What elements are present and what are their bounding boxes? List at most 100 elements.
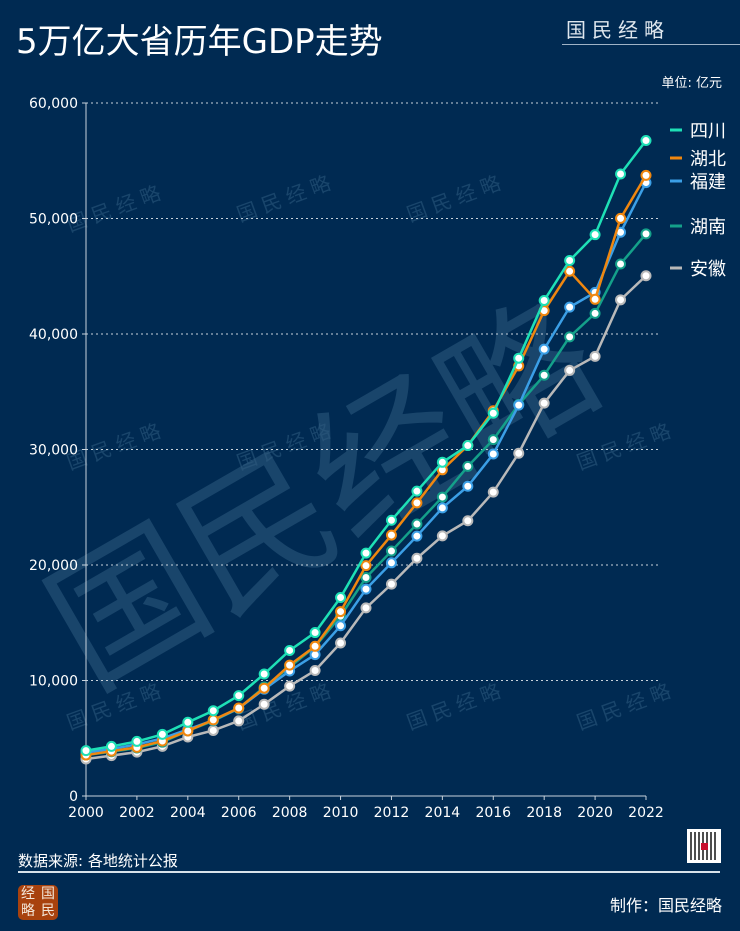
data-point xyxy=(385,545,397,557)
y-tick-label: 60,000 xyxy=(29,96,78,112)
data-point xyxy=(309,640,321,652)
x-tick-label: 2016 xyxy=(475,805,511,821)
data-point xyxy=(589,293,601,305)
data-point xyxy=(538,369,550,381)
y-tick-label: 30,000 xyxy=(29,443,78,459)
data-point xyxy=(385,557,397,569)
data-point xyxy=(131,735,143,747)
legend-label: 湖南 xyxy=(690,217,726,238)
data-point xyxy=(589,307,601,319)
qr-code xyxy=(687,829,721,863)
data-point xyxy=(360,547,372,559)
legend-label: 福建 xyxy=(690,172,726,193)
data-point xyxy=(513,399,525,411)
data-point xyxy=(360,572,372,584)
legend-label: 安徽 xyxy=(690,259,726,280)
data-point xyxy=(156,728,168,740)
data-point xyxy=(385,529,397,541)
data-point xyxy=(258,698,270,710)
gridlines xyxy=(86,102,658,681)
data-point xyxy=(436,491,448,503)
watermark-text: 国民经略 xyxy=(64,179,170,237)
data-point xyxy=(487,434,499,446)
x-tick-label: 2014 xyxy=(425,805,461,821)
data-point xyxy=(538,294,550,306)
data-point xyxy=(309,627,321,639)
data-point xyxy=(462,515,474,527)
data-point xyxy=(233,702,245,714)
x-tick-label: 2018 xyxy=(526,805,562,821)
watermark-text: 国民经略 xyxy=(64,417,170,475)
data-point xyxy=(462,460,474,472)
data-point xyxy=(284,659,296,671)
data-point xyxy=(284,680,296,692)
data-point xyxy=(487,448,499,460)
data-point xyxy=(411,485,423,497)
data-point xyxy=(335,592,347,604)
data-point xyxy=(487,407,499,419)
data-point xyxy=(640,135,652,147)
data-point xyxy=(411,552,423,564)
data-point xyxy=(436,456,448,468)
series-lines xyxy=(80,135,652,765)
data-point xyxy=(564,364,576,376)
y-tick-label: 40,000 xyxy=(29,327,78,343)
data-point xyxy=(513,352,525,364)
data-point xyxy=(385,578,397,590)
data-point xyxy=(411,497,423,509)
logo-char: 略 xyxy=(21,903,35,919)
y-tick-label: 0 xyxy=(69,789,78,805)
footer-divider xyxy=(18,871,720,873)
data-point xyxy=(615,294,627,306)
y-tick-label: 50,000 xyxy=(29,212,78,228)
series-安徽 xyxy=(80,270,652,765)
series-四川 xyxy=(80,135,652,757)
data-point xyxy=(615,258,627,270)
logo-char: 国 xyxy=(41,886,55,902)
data-point xyxy=(385,514,397,526)
watermark-text: 国民经略 xyxy=(234,169,340,227)
data-point xyxy=(615,168,627,180)
x-tick-label: 2012 xyxy=(374,805,410,821)
x-tick-label: 2006 xyxy=(221,805,257,821)
data-point xyxy=(182,716,194,728)
data-point xyxy=(360,583,372,595)
data-point xyxy=(436,530,448,542)
chart-title: 5万亿大省历年GDP走势 xyxy=(16,22,383,62)
data-point xyxy=(564,331,576,343)
data-point xyxy=(640,169,652,181)
data-point xyxy=(360,602,372,614)
brand-logo: 国民经略 xyxy=(566,18,670,42)
unit-label: 单位: 亿元 xyxy=(661,76,722,91)
data-point xyxy=(640,270,652,282)
data-point xyxy=(462,440,474,452)
x-tick-label: 2004 xyxy=(170,805,206,821)
data-point xyxy=(462,480,474,492)
data-point xyxy=(207,714,219,726)
logo-char: 民 xyxy=(41,903,55,919)
data-point xyxy=(538,343,550,355)
data-point xyxy=(640,228,652,240)
data-point xyxy=(258,682,270,694)
data-point xyxy=(207,705,219,717)
logo-char: 经 xyxy=(21,886,35,902)
data-point xyxy=(258,668,270,680)
data-point xyxy=(564,265,576,277)
legend-label: 湖北 xyxy=(690,149,726,170)
data-point xyxy=(564,254,576,266)
data-point xyxy=(335,606,347,618)
legend-label: 四川 xyxy=(690,121,726,142)
data-point xyxy=(309,665,321,677)
brand-underline xyxy=(562,44,740,45)
watermark-text: 国民经略 xyxy=(404,677,510,735)
data-point xyxy=(436,502,448,514)
data-source: 数据来源: 各地统计公报 xyxy=(18,852,178,870)
x-tick-label: 2020 xyxy=(577,805,613,821)
data-point xyxy=(335,637,347,649)
footer-logo: 经 国 略 民 xyxy=(18,885,58,920)
axes: 0 10,000 20,000 30,000 40,000 50,000 60,000 200… xyxy=(29,96,664,821)
x-tick-label: 2022 xyxy=(628,805,664,821)
